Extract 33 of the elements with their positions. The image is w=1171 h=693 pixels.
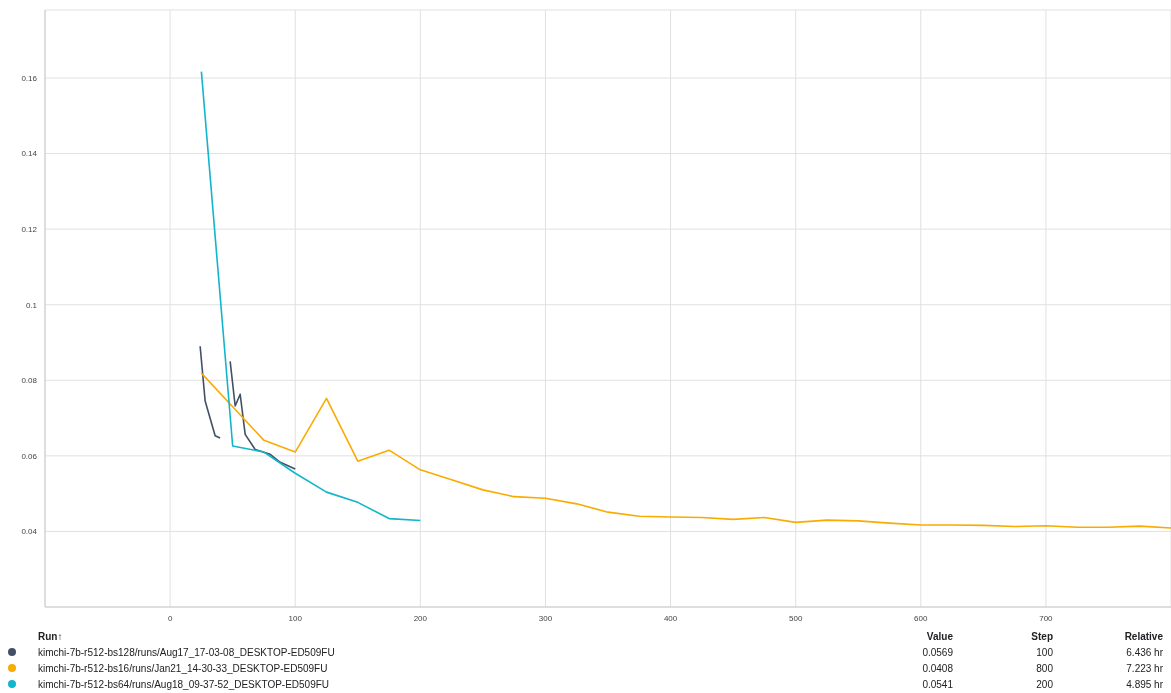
text: 0.0408: [921, 662, 953, 674]
text: 0.0541: [921, 678, 953, 690]
text: 6.436 hr: [1125, 646, 1163, 658]
y-tick-label: 0.14: [21, 149, 38, 159]
y-tick-label: 0.16: [21, 73, 38, 83]
legend-label: kimchi-7b-r512-bs128/runs/Aug17_17-03-08_DESKTOP-ED509FU: [38, 646, 336, 658]
x-tick-label: 400: [663, 613, 678, 623]
x-tick-label: 200: [413, 613, 428, 623]
text: 7.223 hr: [1125, 662, 1163, 674]
y-tick-label: 0.1: [25, 300, 38, 310]
text: Value: [925, 630, 953, 642]
y-tick-label: 0.06: [21, 451, 38, 461]
text: Relative: [1123, 630, 1163, 642]
line-series: [200, 70, 422, 522]
text: Step: [1030, 630, 1053, 642]
x-tick-label: 0: [167, 613, 173, 623]
text: Run↑: [38, 630, 64, 642]
x-tick-label: 700: [1039, 613, 1054, 623]
line-series: [200, 372, 1171, 529]
text: 0.0569: [921, 646, 953, 658]
x-tick-label: 300: [538, 613, 553, 623]
legend-label: kimchi-7b-r512-bs64/runs/Aug18_09-37-52_DESKTOP-ED509FU: [38, 678, 331, 690]
text: 100: [1035, 646, 1053, 658]
text: 4.895 hr: [1125, 678, 1163, 690]
y-tick-label: 0.12: [21, 224, 38, 234]
x-tick-label: 100: [288, 613, 303, 623]
x-tick-label: 600: [914, 613, 928, 623]
text: 800: [1035, 662, 1053, 674]
y-tick-label: 0.08: [21, 376, 38, 386]
y-tick-label: 0.04: [21, 527, 38, 537]
legend-label: kimchi-7b-r512-bs16/runs/Jan21_14-30-33_DESKTOP-ED509FU: [38, 662, 329, 674]
x-tick-label: 500: [788, 613, 803, 623]
text: 200: [1035, 678, 1053, 690]
